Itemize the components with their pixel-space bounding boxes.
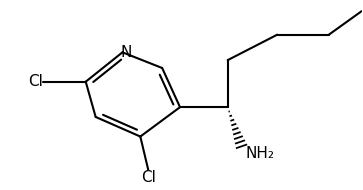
Text: N: N [121, 45, 132, 60]
Text: Cl: Cl [28, 74, 43, 89]
Text: NH₂: NH₂ [245, 146, 274, 161]
Text: Cl: Cl [141, 170, 156, 185]
